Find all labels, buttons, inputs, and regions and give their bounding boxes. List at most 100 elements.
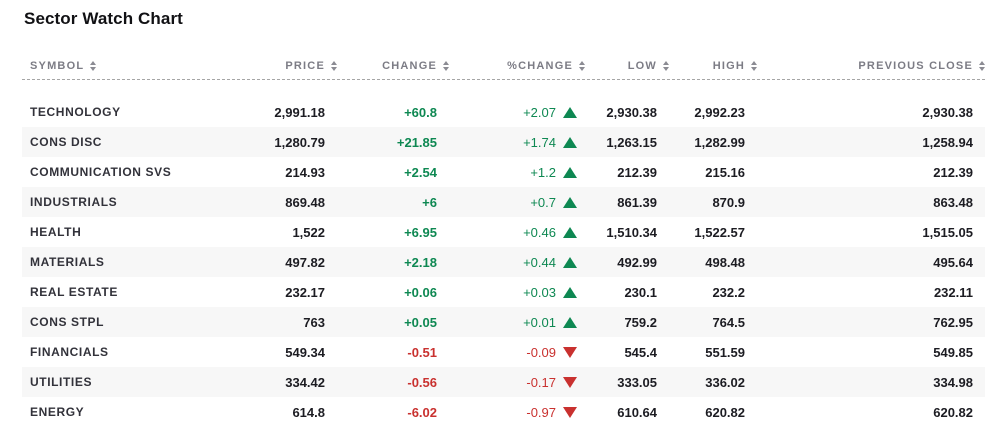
page-title: Sector Watch Chart: [24, 9, 183, 28]
table-row: HEALTH 1,522 +6.95 +0.46 1,510.34 1,522.…: [22, 217, 985, 247]
table-row: CONS DISC 1,280.79 +21.85 +1.74 1,263.15…: [22, 127, 985, 157]
column-header-label: %CHANGE: [507, 59, 573, 72]
column-header-label: PREVIOUS CLOSE: [858, 59, 973, 72]
pct-change-value: -0.09: [526, 344, 556, 360]
sort-arrows-icon: [90, 60, 97, 71]
down-triangle-icon: [563, 376, 577, 388]
sort-up-arrow-icon: [579, 60, 585, 65]
column-header-label: SYMBOL: [30, 59, 85, 72]
column-header-label: LOW: [627, 59, 657, 72]
prev-close-cell: 232.11: [933, 284, 973, 300]
prev-close-cell: 762.95: [933, 314, 973, 330]
down-triangle-icon: [563, 406, 577, 418]
pct-change-cell: +1.2: [449, 165, 585, 180]
sort-down-arrow-icon: [90, 66, 97, 71]
pct-change-cell: -0.09: [449, 345, 585, 360]
pct-change-cell: +0.01: [449, 315, 585, 330]
column-header-change[interactable]: CHANGE: [337, 60, 449, 72]
symbol-cell: MATERIALS: [30, 255, 105, 269]
column-header-symbol[interactable]: SYMBOL: [22, 60, 260, 72]
sort-down-arrow-icon: [331, 66, 337, 71]
sort-down-arrow-icon: [579, 66, 585, 71]
sort-up-arrow-icon: [90, 60, 97, 65]
pct-change-cell: +0.7: [449, 195, 585, 210]
symbol-cell: FINANCIALS: [30, 345, 109, 359]
column-header-pct-change[interactable]: %CHANGE: [449, 60, 585, 72]
price-cell: 614.8: [292, 404, 325, 420]
prev-close-cell: 620.82: [933, 404, 973, 420]
sort-down-arrow-icon: [979, 66, 985, 71]
prev-close-cell: 1,258.94: [922, 134, 973, 150]
column-header-label: HIGH: [712, 59, 745, 72]
change-cell: +21.85: [396, 134, 437, 150]
up-triangle-icon: [563, 106, 577, 118]
pct-change-cell: +0.44: [449, 255, 585, 270]
change-cell: -0.56: [407, 374, 437, 390]
column-header-prev-close[interactable]: PREVIOUS CLOSE: [757, 60, 985, 72]
table-row: ENERGY 614.8 -6.02 -0.97 610.64 620.82 6…: [22, 397, 985, 427]
column-header-low[interactable]: LOW: [585, 60, 669, 72]
price-cell: 763: [303, 314, 325, 330]
low-cell: 2,930.38: [606, 104, 657, 120]
prev-close-cell: 2,930.38: [922, 104, 973, 120]
pct-change-value: +2.07: [523, 104, 556, 120]
sort-arrows-icon: [331, 60, 337, 71]
table-row: TECHNOLOGY 2,991.18 +60.8 +2.07 2,930.38…: [22, 97, 985, 127]
symbol-cell: INDUSTRIALS: [30, 195, 118, 209]
price-cell: 232.17: [285, 284, 325, 300]
low-cell: 861.39: [617, 194, 657, 210]
high-cell: 336.02: [705, 374, 745, 390]
up-triangle-icon: [563, 256, 577, 268]
down-triangle-icon: [563, 346, 577, 358]
high-cell: 215.16: [705, 164, 745, 180]
symbol-cell: TECHNOLOGY: [30, 105, 121, 119]
table-row: FINANCIALS 549.34 -0.51 -0.09 545.4 551.…: [22, 337, 985, 367]
prev-close-cell: 212.39: [933, 164, 973, 180]
high-cell: 1,282.99: [694, 134, 745, 150]
symbol-cell: HEALTH: [30, 225, 82, 239]
low-cell: 230.1: [624, 284, 657, 300]
pct-change-cell: -0.97: [449, 405, 585, 420]
column-header-label: CHANGE: [382, 59, 437, 72]
up-triangle-icon: [563, 226, 577, 238]
price-cell: 1,280.79: [274, 134, 325, 150]
up-triangle-icon: [563, 166, 577, 178]
high-cell: 551.59: [705, 344, 745, 360]
low-cell: 212.39: [617, 164, 657, 180]
column-header-label: PRICE: [285, 59, 325, 72]
pct-change-value: -0.17: [526, 374, 556, 390]
column-header-high[interactable]: HIGH: [669, 60, 757, 72]
symbol-cell: COMMUNICATION SVS: [30, 165, 172, 179]
symbol-cell: CONS STPL: [30, 315, 105, 329]
sort-arrows-icon: [979, 60, 985, 71]
change-cell: +0.05: [404, 314, 437, 330]
change-cell: +2.54: [404, 164, 437, 180]
change-cell: +6.95: [404, 224, 437, 240]
up-triangle-icon: [563, 136, 577, 148]
sort-up-arrow-icon: [663, 60, 669, 65]
sort-up-arrow-icon: [443, 60, 449, 65]
table-row: UTILITIES 334.42 -0.56 -0.17 333.05 336.…: [22, 367, 985, 397]
prev-close-cell: 495.64: [933, 254, 973, 270]
sort-up-arrow-icon: [751, 60, 757, 65]
table-body: TECHNOLOGY 2,991.18 +60.8 +2.07 2,930.38…: [22, 97, 985, 427]
table-row: REAL ESTATE 232.17 +0.06 +0.03 230.1 232…: [22, 277, 985, 307]
low-cell: 1,510.34: [606, 224, 657, 240]
price-cell: 1,522: [292, 224, 325, 240]
price-cell: 869.48: [285, 194, 325, 210]
pct-change-value: +0.7: [530, 194, 556, 210]
high-cell: 870.9: [712, 194, 745, 210]
up-triangle-icon: [563, 196, 577, 208]
high-cell: 620.82: [705, 404, 745, 420]
sort-up-arrow-icon: [331, 60, 337, 65]
prev-close-cell: 549.85: [933, 344, 973, 360]
table-row: INDUSTRIALS 869.48 +6 +0.7 861.39 870.9 …: [22, 187, 985, 217]
pct-change-cell: +0.46: [449, 225, 585, 240]
up-triangle-icon: [563, 316, 577, 328]
column-header-price[interactable]: PRICE: [260, 60, 337, 72]
sector-watch-table: SYMBOL PRICE CHANGE %CHANGE LOW: [22, 52, 985, 427]
sort-arrows-icon: [751, 60, 757, 71]
pct-change-value: +0.44: [523, 254, 556, 270]
low-cell: 333.05: [617, 374, 657, 390]
sort-down-arrow-icon: [663, 66, 669, 71]
